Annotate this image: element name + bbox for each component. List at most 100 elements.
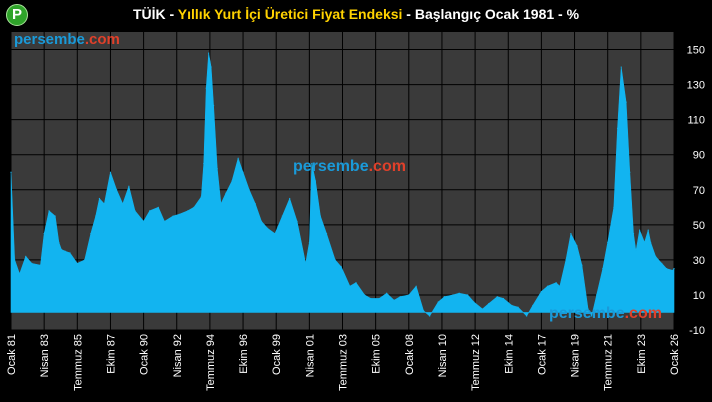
data-point [632, 232, 635, 235]
data-point [115, 189, 118, 191]
data-point [458, 292, 460, 294]
data-point [616, 127, 619, 130]
data-point [650, 241, 652, 243]
title-part-2: Yıllık Yurt İçi Üretici Fiyat Endeksi [177, 6, 403, 22]
data-point [187, 210, 189, 212]
data-point [635, 250, 637, 252]
data-point [540, 290, 543, 293]
data-point [639, 229, 641, 231]
data-point [546, 285, 549, 287]
data-point [296, 220, 298, 222]
x-tick-label: Ocak 90 [139, 334, 151, 375]
data-point [60, 248, 62, 250]
data-point [408, 294, 410, 296]
x-tick-label: Nisan 10 [437, 334, 449, 377]
chart-title: TÜİK - Yıllık Yurt İçi Üretici Fiyat End… [0, 6, 712, 22]
data-point [172, 215, 174, 217]
data-point [254, 203, 256, 205]
data-point [517, 306, 519, 308]
data-point [596, 294, 598, 296]
data-point [39, 264, 42, 266]
data-point [393, 299, 395, 301]
y-tick-label: 50 [693, 220, 705, 232]
x-tick-label: Ocak 99 [271, 334, 283, 375]
data-point [90, 232, 92, 235]
x-tick-label: Ocak 08 [404, 334, 416, 375]
data-point [602, 268, 604, 270]
x-tick-label: Nisan 83 [39, 334, 51, 377]
data-point [308, 241, 310, 243]
data-point [673, 268, 675, 270]
data-point [260, 220, 263, 222]
data-point [443, 296, 446, 298]
data-point [216, 168, 218, 170]
data-point [496, 296, 498, 298]
data-point [231, 180, 233, 182]
data-point [10, 171, 12, 173]
data-point [242, 171, 244, 173]
data-point [311, 162, 313, 165]
x-tick-label: Ocak 26 [669, 334, 681, 375]
data-point [620, 66, 622, 68]
data-point [643, 241, 646, 243]
data-point [48, 210, 50, 212]
data-point [570, 232, 572, 235]
y-tick-label: 130 [687, 80, 705, 92]
data-point [415, 285, 417, 287]
title-part-1: TÜİK - [132, 6, 178, 22]
data-point [98, 197, 100, 200]
data-point [526, 315, 528, 317]
data-point [654, 255, 657, 257]
x-tick-label: Temmuz 85 [72, 334, 84, 391]
data-point [95, 215, 97, 217]
data-point [607, 241, 609, 243]
y-tick-label: 30 [693, 255, 705, 267]
data-point [143, 220, 145, 222]
data-point [43, 232, 45, 235]
data-point [511, 304, 513, 307]
data-point [237, 157, 239, 159]
y-tick-label: 150 [687, 45, 705, 57]
data-point [386, 292, 388, 294]
x-tick-label: Temmuz 94 [205, 334, 217, 391]
data-point [205, 87, 207, 89]
data-point [18, 273, 21, 275]
data-point [370, 297, 372, 300]
data-point [647, 229, 649, 231]
data-point [54, 215, 56, 217]
persembe-logo-icon: P [6, 4, 28, 26]
y-tick-label: 70 [693, 185, 705, 197]
x-tick-label: Nisan 01 [304, 334, 316, 377]
data-point [613, 206, 615, 208]
data-point [149, 210, 151, 212]
data-point [672, 269, 674, 271]
data-point [481, 308, 484, 310]
data-point [305, 262, 307, 264]
data-point [349, 285, 351, 287]
data-area [10, 52, 675, 317]
data-point [576, 245, 578, 247]
data-point [452, 294, 454, 296]
x-tick-label: Ekim 87 [105, 334, 117, 374]
data-point [109, 171, 112, 173]
data-point [193, 206, 195, 208]
data-point [467, 294, 469, 296]
x-axis: Ocak 81 Nisan 83 Temmuz 85 Ekim 87 Ocak 90 Ni… [6, 334, 681, 391]
watermarks: persembe.com persembe.com persembe.com [14, 31, 662, 322]
data-point [203, 162, 205, 165]
watermark: persembe.com [14, 31, 120, 48]
data-point [69, 252, 71, 254]
data-point [437, 301, 439, 303]
data-point [128, 185, 130, 187]
data-point [281, 215, 283, 217]
data-point [429, 315, 431, 317]
data-point [565, 259, 567, 261]
data-point [76, 262, 78, 264]
x-tick-label: Ekim 14 [503, 334, 515, 374]
data-point [267, 227, 269, 229]
data-point [399, 296, 401, 298]
data-point [355, 282, 357, 284]
data-point [289, 197, 291, 200]
y-tick-label: 90 [693, 150, 705, 162]
data-point [225, 192, 227, 194]
